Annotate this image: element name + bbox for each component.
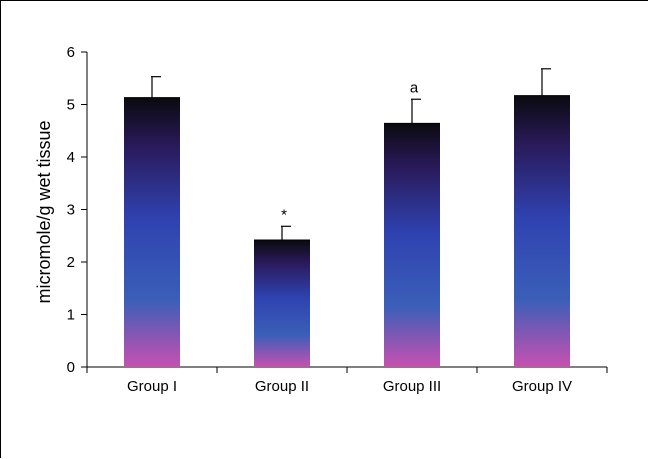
bar [124,97,180,368]
x-tick-label: Group II [255,378,309,395]
y-tick-label: 2 [67,254,75,271]
significance-label: a [410,79,419,96]
y-tick-label: 4 [67,149,75,166]
bar [514,95,570,367]
y-tick-label: 0 [67,359,75,376]
x-tick-label: Group IV [512,378,572,395]
bar [254,239,310,367]
y-tick-label: 6 [67,44,75,61]
x-tick-label: Group III [383,378,441,395]
y-tick-label: 1 [67,307,75,324]
significance-label: * [281,206,287,223]
y-tick-label: 5 [67,97,75,114]
bar [384,123,440,368]
y-tick-label: 3 [67,202,75,219]
y-axis-title: micromole/g wet tissue [34,120,54,303]
x-tick-label: Group I [127,378,177,395]
